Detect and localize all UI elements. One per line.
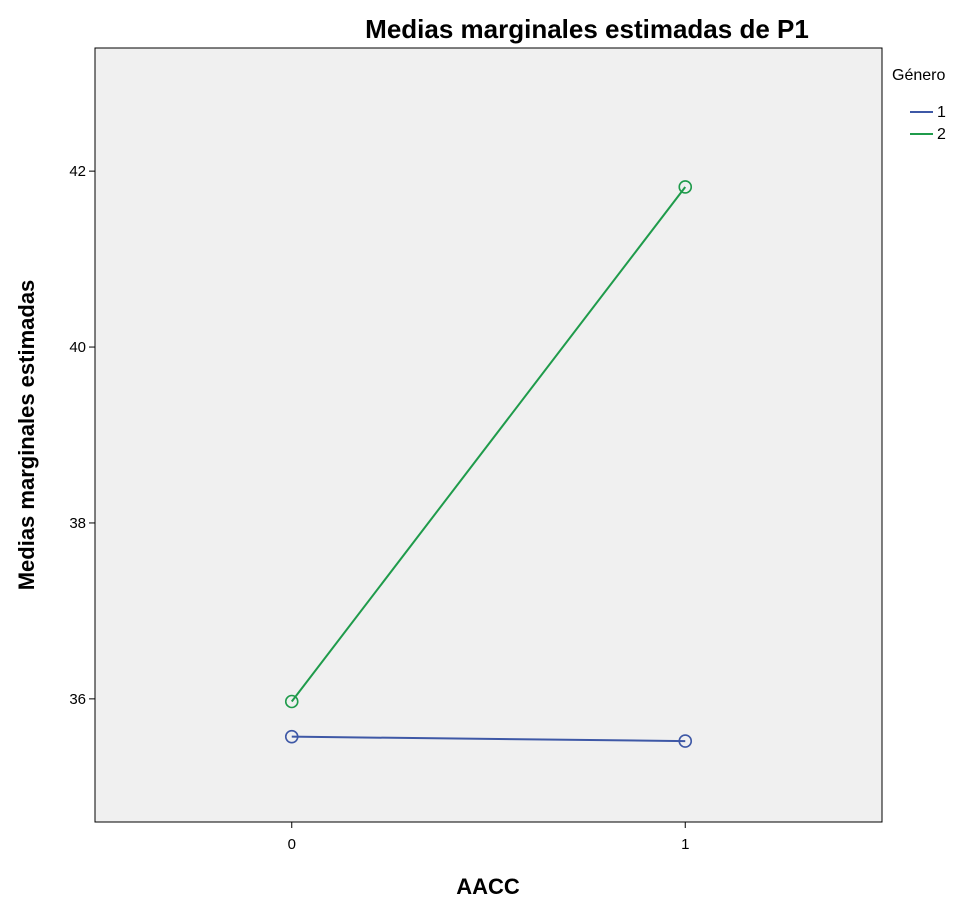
y-axis: 36 38 40 42 (69, 163, 95, 708)
y-tick-label: 36 (69, 691, 86, 708)
y-tick-label: 38 (69, 515, 86, 532)
data-point-marker (678, 180, 693, 194)
series-line-1 (291, 735, 686, 743)
x-axis-label: AACC (456, 874, 520, 899)
x-tick-label: 0 (288, 836, 296, 853)
y-tick-label: 42 (69, 163, 86, 180)
data-point-marker (284, 729, 299, 744)
series-line-2 (290, 186, 687, 703)
y-axis-label: Medias marginales estimadas (14, 280, 39, 591)
y-tick-label: 40 (69, 339, 86, 356)
x-tick-label: 1 (681, 836, 689, 853)
series-layer (284, 180, 693, 748)
data-point-marker (284, 694, 299, 709)
data-point-marker (678, 734, 693, 748)
legend-label: 1 (937, 104, 946, 121)
legend: Género 1 2 (892, 67, 946, 143)
chart-title: Medias marginales estimadas de P1 (365, 14, 809, 44)
legend-title: Género (892, 67, 945, 84)
legend-label: 2 (937, 126, 946, 143)
plot-area (94, 47, 883, 823)
